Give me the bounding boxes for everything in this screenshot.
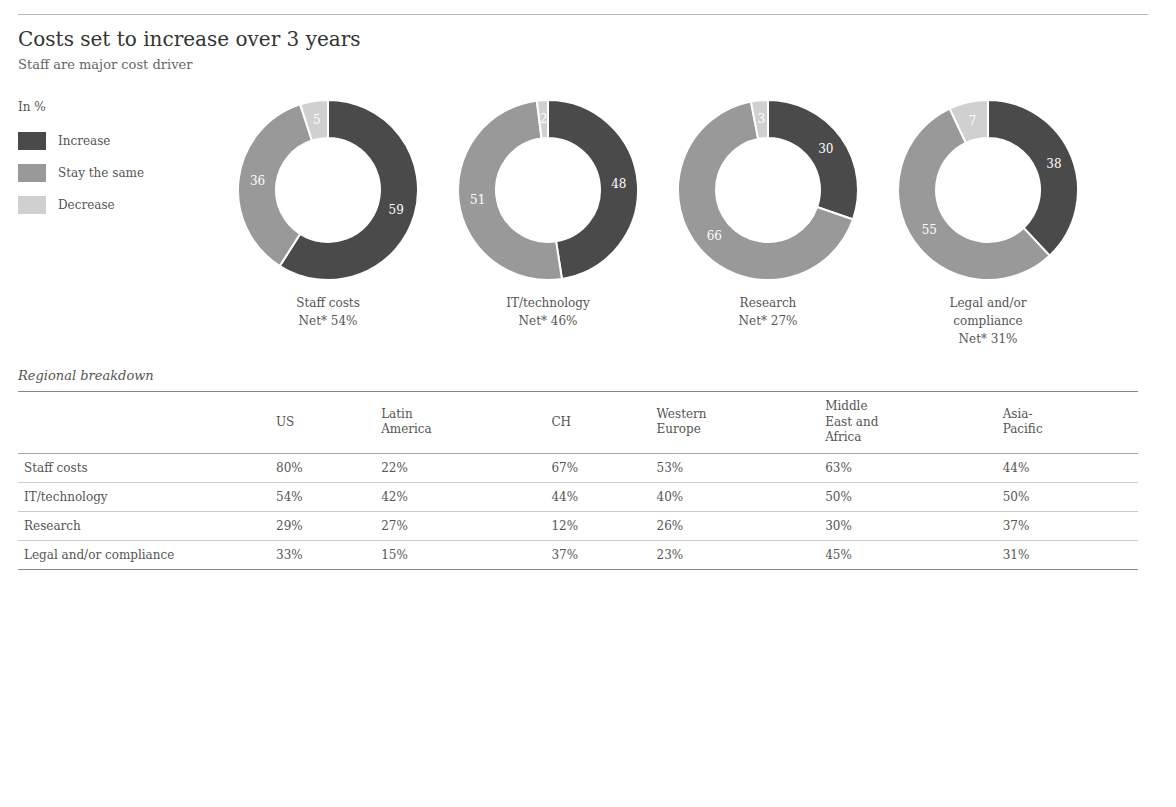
html-text:27%: 27% — [381, 518, 408, 533]
html-text:26%: 26% — [656, 518, 684, 533]
svg-text:66: 66 — [707, 229, 722, 243]
svg-text:48: 48 — [611, 177, 626, 191]
html-text:Latin America: Latin America — [381, 406, 432, 437]
svg-text:5: 5 — [313, 113, 321, 127]
html-text:Stay the same: Stay the same — [58, 166, 145, 180]
html-text:44%: 44% — [551, 489, 578, 504]
svg-text:7: 7 — [969, 114, 977, 128]
html-text:Legal and/or compliance: Legal and/or compliance — [24, 547, 175, 562]
html-text:Legal and/or compliance Net* 3: Legal and/or compliance Net* 31% — [949, 296, 1027, 346]
svg-text:51: 51 — [470, 193, 485, 207]
html-text:30%: 30% — [825, 518, 852, 533]
html-text:40%: 40% — [656, 489, 684, 504]
html-text:Costs set to increase over 3 y: Costs set to increase over 3 years — [18, 27, 361, 51]
svg-text:2: 2 — [540, 112, 548, 126]
html-text:US: US — [276, 414, 295, 429]
html-text:54%: 54% — [276, 489, 303, 504]
html-text:31%: 31% — [1002, 547, 1030, 562]
svg-text:3: 3 — [757, 112, 765, 126]
html-text:44%: 44% — [1002, 460, 1030, 475]
svg-text:55: 55 — [922, 223, 937, 237]
svg-text:30: 30 — [818, 142, 833, 156]
html-text:80%: 80% — [276, 460, 303, 475]
html-text:In %: In % — [18, 100, 46, 114]
html-text:Regional breakdown: Regional breakdown — [18, 368, 154, 383]
html-text:50%: 50% — [825, 489, 852, 504]
html-text:12%: 12% — [551, 518, 578, 533]
html-text:37%: 37% — [551, 547, 578, 562]
html-text:45%: 45% — [825, 547, 852, 562]
html-text:42%: 42% — [381, 489, 408, 504]
html-text:67%: 67% — [551, 460, 578, 475]
html-text:Research Net* 27%: Research Net* 27% — [738, 296, 798, 328]
html-text:37%: 37% — [1002, 518, 1030, 533]
html-text:Research: Research — [24, 518, 81, 533]
html-text:50%: 50% — [1002, 489, 1030, 504]
html-text:Staff costs Net* 54%: Staff costs Net* 54% — [296, 296, 360, 328]
html-text:23%: 23% — [656, 547, 684, 562]
html-text:Staff costs: Staff costs — [24, 460, 88, 475]
html-text:63%: 63% — [825, 460, 852, 475]
html-text:15%: 15% — [381, 547, 408, 562]
html-text:IT/technology Net* 46%: IT/technology Net* 46% — [506, 296, 590, 328]
html-text:Asia- Pacific: Asia- Pacific — [1002, 406, 1043, 437]
svg-text:36: 36 — [250, 174, 265, 188]
html-text:22%: 22% — [381, 460, 408, 475]
html-text:Middle East and Africa: Middle East and Africa — [825, 399, 879, 445]
html-text:33%: 33% — [276, 547, 303, 562]
html-text:Decrease: Decrease — [58, 198, 115, 212]
html-text:CH: CH — [551, 414, 571, 429]
html-text:Western Europe: Western Europe — [656, 406, 707, 437]
html-text:Increase: Increase — [58, 134, 111, 148]
svg-text:38: 38 — [1046, 157, 1061, 171]
html-text:53%: 53% — [656, 460, 684, 475]
html-text:IT/technology: IT/technology — [24, 489, 108, 504]
html-text:Staff are major cost driver: Staff are major cost driver — [18, 57, 193, 72]
html-text:29%: 29% — [276, 518, 303, 533]
svg-text:59: 59 — [389, 203, 404, 217]
